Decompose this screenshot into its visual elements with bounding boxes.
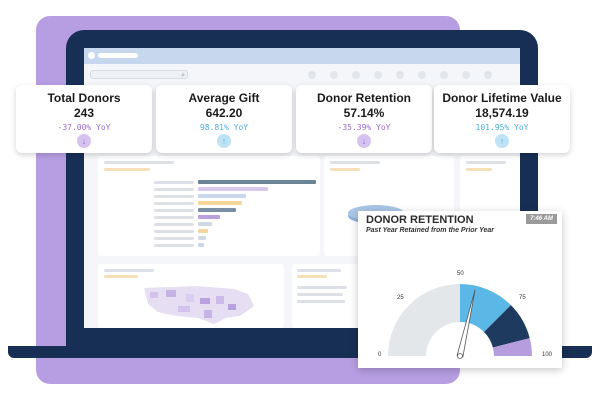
kpi-value: 642.20 (205, 106, 243, 120)
gauge-label-max: 100 (542, 352, 553, 358)
app-topbar (84, 48, 520, 64)
gauge-segment-grey (388, 284, 460, 356)
bar-label (154, 202, 194, 205)
toolbar-button[interactable] (374, 71, 382, 79)
bar (198, 236, 206, 240)
kpi-card-total-donors: Total Donors 243 -37.00% YoY ↓ (16, 85, 152, 153)
gauge-label-min: 0 (378, 352, 382, 358)
toolbar-button[interactable] (418, 71, 426, 79)
panel-title-placeholder (466, 161, 506, 164)
app-title-placeholder (98, 53, 138, 58)
list-line (297, 293, 343, 296)
panel-subtitle-placeholder (466, 168, 492, 171)
bar-label (154, 216, 194, 219)
gauge-segment-navy (484, 305, 530, 348)
arrow-up-icon: ↑ (217, 134, 231, 148)
panel-title-placeholder (330, 161, 380, 164)
gauge-label-25: 25 (397, 295, 404, 301)
kpi-value: 57.14% (343, 106, 385, 120)
bar (198, 243, 204, 247)
list-line (297, 300, 345, 303)
kpi-yoy: 98.81% YoY (199, 123, 249, 132)
map-panel (98, 264, 284, 328)
gauge-card-subtitle: Past Year Retained from the Prior Year (366, 227, 494, 234)
arrow-down-icon: ↓ (357, 134, 371, 148)
toolbar-button[interactable] (308, 71, 316, 79)
bar (198, 201, 242, 205)
arrow-up-icon: ↑ (495, 134, 509, 148)
bar (198, 229, 208, 233)
panel-title-placeholder (104, 269, 154, 272)
kpi-value: 18,574.19 (475, 106, 529, 120)
kpi-title: Total Donors (47, 91, 121, 105)
bar (198, 187, 268, 191)
timestamp-badge: 7:46 AM (526, 214, 557, 224)
bar-label (154, 244, 194, 247)
kpi-card-donor-lifetime-value: Donor Lifetime Value 18,574.19 101.95% Y… (434, 85, 570, 153)
kpi-yoy: 101.95% YoY (475, 123, 529, 132)
panel-title-placeholder (297, 269, 341, 272)
toolbar-button[interactable] (352, 71, 360, 79)
bar-label (154, 223, 194, 226)
bar-label (154, 237, 194, 240)
gauge-segment-blue (460, 284, 511, 332)
gauge-needle-hub (457, 353, 463, 359)
bar (198, 194, 246, 198)
kpi-yoy: -37.00% YoY (57, 123, 111, 132)
bar-label (154, 195, 194, 198)
bar (198, 222, 212, 226)
toolbar-button[interactable] (484, 71, 492, 79)
panel-subtitle-placeholder (297, 275, 327, 278)
gauge-label-75: 75 (519, 295, 526, 301)
bar-chart-panel (98, 156, 320, 256)
bar (198, 180, 316, 184)
gauge-label-50: 50 (457, 271, 464, 277)
gauge-card-title: DONOR RETENTION (366, 214, 474, 226)
toolbar-button[interactable] (330, 71, 338, 79)
list-panel (292, 264, 362, 328)
panel-title-placeholder (104, 161, 174, 164)
toolbar-button[interactable] (396, 71, 404, 79)
bar (198, 215, 220, 219)
arrow-down-icon: ↓ (77, 134, 91, 148)
kpi-title: Donor Retention (317, 91, 411, 105)
app-logo-dot (88, 52, 95, 59)
bar-label (154, 181, 194, 184)
panel-subtitle-placeholder (104, 168, 150, 171)
kpi-value: 243 (73, 106, 95, 120)
donor-retention-gauge-card: DONOR RETENTION Past Year Retained from … (358, 211, 562, 368)
kpi-title: Donor Lifetime Value (442, 91, 562, 105)
gauge-segment-purple (492, 338, 532, 356)
bar (198, 208, 236, 212)
search-icon[interactable]: ⌕ (181, 72, 185, 79)
retention-gauge (388, 284, 532, 359)
panel-subtitle-placeholder (104, 275, 138, 278)
toolbar-button[interactable] (440, 71, 448, 79)
kpi-title: Average Gift (188, 91, 260, 105)
bar-label (154, 230, 194, 233)
search-input[interactable]: ⌕ (90, 70, 188, 79)
list-line (297, 286, 347, 289)
bar-label (154, 209, 194, 212)
panel-subtitle-placeholder (330, 168, 360, 171)
kpi-card-donor-retention: Donor Retention 57.14% -35.39% YoY ↓ (296, 85, 432, 153)
kpi-card-average-gift: Average Gift 642.20 98.81% YoY ↑ (156, 85, 292, 153)
bar-label (154, 188, 194, 191)
us-map-icon (144, 286, 254, 324)
toolbar-button[interactable] (462, 71, 470, 79)
kpi-yoy: -35.39% YoY (337, 123, 391, 132)
